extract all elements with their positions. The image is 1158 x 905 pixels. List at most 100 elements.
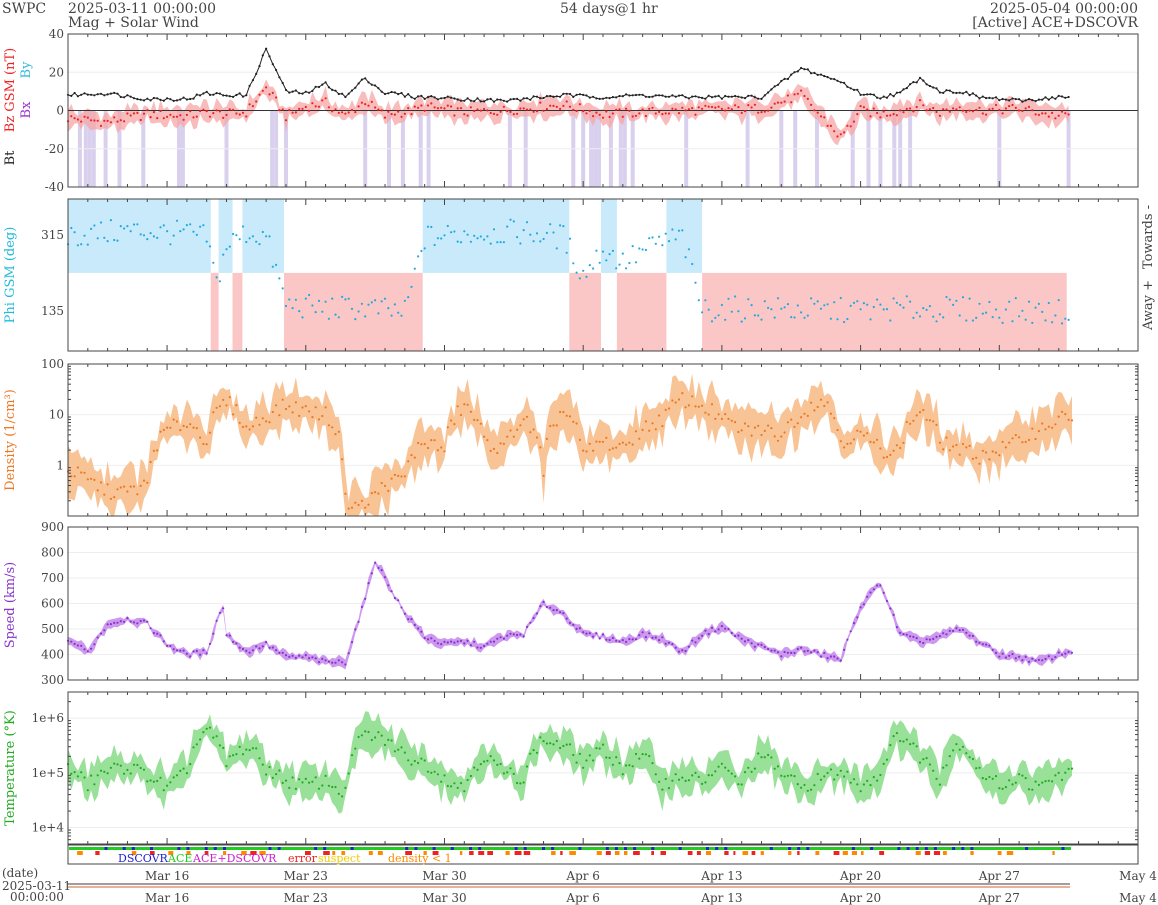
- bz-point: [869, 115, 872, 118]
- density-point: [687, 404, 691, 407]
- speed-point: [859, 606, 862, 609]
- speed-point: [76, 644, 79, 647]
- speed-point: [450, 640, 453, 643]
- temperature-point: [90, 774, 93, 777]
- density-point: [337, 430, 340, 433]
- bt-point: [819, 73, 823, 76]
- bz-point: [565, 100, 568, 103]
- temperature-point: [446, 784, 449, 788]
- bt-point: [241, 95, 245, 98]
- temperature-point: [76, 775, 79, 778]
- phi-point: [492, 228, 496, 231]
- bt-point: [856, 88, 859, 91]
- towards-label: Towards -: [1141, 205, 1156, 269]
- bt-point: [654, 94, 657, 97]
- speed-point: [806, 649, 809, 652]
- bz-point: [532, 110, 535, 113]
- bz-point: [810, 103, 813, 106]
- speed-point: [810, 651, 813, 654]
- phi-point: [370, 301, 373, 304]
- speed-point: [549, 606, 552, 609]
- speed-point: [856, 616, 859, 619]
- phi-point: [1067, 318, 1070, 321]
- start-time: 2025-03-11 00:00:00: [68, 1, 217, 17]
- bt-point: [354, 86, 357, 89]
- temperature-point: [152, 780, 155, 783]
- phi-point: [463, 230, 466, 233]
- density-point: [132, 485, 136, 488]
- phi-point: [740, 320, 743, 323]
- bz-point: [849, 125, 852, 128]
- status-legend-label: suspect: [318, 852, 361, 865]
- density-point: [965, 446, 968, 449]
- bz-point: [677, 112, 681, 115]
- bz-point: [608, 115, 611, 119]
- density-point: [360, 499, 363, 502]
- speed-point: [314, 657, 317, 660]
- phi-point: [499, 241, 502, 244]
- speed-y-tick-label: 400: [41, 648, 64, 662]
- temperature-point: [1018, 773, 1021, 776]
- phi-point: [205, 240, 208, 243]
- bt-point: [862, 93, 866, 96]
- bz-point: [446, 104, 449, 107]
- speed-point: [945, 633, 948, 636]
- density-point: [905, 420, 908, 424]
- bz-point: [1027, 105, 1031, 108]
- bt-point: [123, 96, 126, 99]
- phi-point: [182, 228, 185, 231]
- dscovr-status-segment: [314, 847, 318, 850]
- bz-point: [595, 111, 598, 114]
- phi-point: [965, 319, 968, 322]
- temperature-point: [139, 766, 142, 770]
- bt-point: [1031, 99, 1034, 102]
- speed-point: [915, 637, 918, 640]
- dscovr-status-segment: [578, 847, 582, 850]
- density-point: [572, 420, 575, 423]
- bz-point: [512, 113, 515, 116]
- speed-point: [1070, 651, 1074, 654]
- bt-point: [509, 98, 512, 101]
- quality-flag-segment: [970, 851, 974, 855]
- phi-point: [773, 316, 776, 319]
- bt-point: [905, 87, 908, 90]
- bz-point: [1031, 109, 1034, 112]
- density-point: [720, 417, 724, 420]
- quality-flag-segment: [696, 851, 701, 855]
- speed-point: [786, 651, 790, 654]
- density-point: [542, 474, 545, 477]
- speed-point: [436, 642, 439, 645]
- density-point: [311, 416, 314, 419]
- temperature-point: [948, 755, 951, 758]
- density-point: [304, 405, 307, 408]
- temperature-point: [697, 775, 700, 779]
- density-point: [770, 427, 773, 430]
- speed-point: [129, 620, 132, 623]
- bt-point: [588, 96, 591, 99]
- quality-flag-segment: [95, 851, 100, 855]
- phi-point: [324, 300, 327, 303]
- bt-point: [298, 92, 301, 95]
- density-point: [149, 460, 152, 464]
- density-point: [377, 492, 380, 495]
- density-point: [331, 426, 334, 429]
- density-point: [1031, 427, 1034, 430]
- phi-point: [238, 238, 241, 241]
- x-tick-label: Apr 6: [565, 891, 600, 905]
- dscovr-status-segment: [450, 847, 454, 850]
- density-point: [859, 430, 862, 433]
- bz-point: [899, 109, 902, 112]
- dscovr-status-segment: [769, 847, 773, 850]
- bt-point: [469, 99, 472, 102]
- bz-point: [278, 109, 281, 112]
- density-point: [509, 429, 512, 432]
- bz-point: [1001, 112, 1004, 115]
- bt-point: [192, 97, 195, 100]
- temperature-point: [1057, 771, 1060, 775]
- bz-point: [370, 100, 373, 103]
- bz-point: [443, 107, 446, 110]
- density-point: [450, 419, 453, 422]
- bz-point: [938, 114, 942, 117]
- bz-point: [819, 115, 823, 118]
- phi-point: [106, 240, 109, 243]
